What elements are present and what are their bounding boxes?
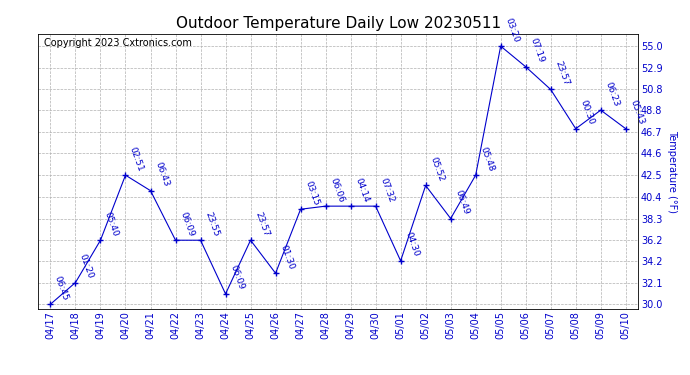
Text: 01:20: 01:20	[78, 253, 95, 280]
Text: 23:57: 23:57	[253, 210, 270, 238]
Text: 01:30: 01:30	[278, 243, 295, 271]
Text: 03:15: 03:15	[303, 179, 320, 207]
Text: 06:23: 06:23	[603, 80, 620, 108]
Text: 02:51: 02:51	[128, 146, 146, 172]
Text: 00:30: 00:30	[578, 99, 595, 126]
Text: 05:48: 05:48	[478, 146, 495, 172]
Text: 07:32: 07:32	[378, 176, 395, 204]
Text: 07:19: 07:19	[529, 37, 546, 64]
Y-axis label: Temperature (°F): Temperature (°F)	[667, 130, 676, 213]
Text: 05:40: 05:40	[103, 210, 120, 238]
Text: Copyright 2023 Cxtronics.com: Copyright 2023 Cxtronics.com	[44, 38, 192, 48]
Text: 06:49: 06:49	[453, 189, 471, 216]
Text: 06:09: 06:09	[178, 210, 195, 238]
Text: 04:14: 04:14	[353, 176, 371, 204]
Text: 23:55: 23:55	[203, 210, 220, 238]
Text: 03:20: 03:20	[503, 16, 520, 44]
Text: 06:45: 06:45	[53, 274, 70, 302]
Text: 04:30: 04:30	[403, 231, 420, 258]
Text: 06:09: 06:09	[228, 264, 246, 291]
Text: 05:43: 05:43	[628, 99, 646, 126]
Text: 06:43: 06:43	[153, 161, 170, 188]
Title: Outdoor Temperature Daily Low 20230511: Outdoor Temperature Daily Low 20230511	[175, 16, 501, 31]
Text: 06:06: 06:06	[328, 176, 346, 204]
Text: 05:52: 05:52	[428, 156, 446, 183]
Text: 23:57: 23:57	[553, 60, 571, 87]
